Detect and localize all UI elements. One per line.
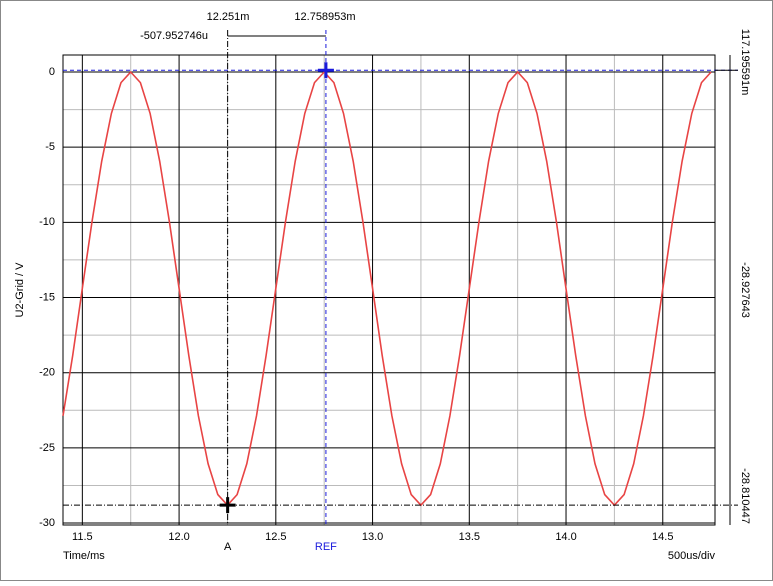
y-tick-label: -30 xyxy=(39,517,55,529)
x-tick-label: 12.0 xyxy=(168,531,189,543)
delta-x-readout: -507.952746u xyxy=(140,30,208,42)
cursor-a-readout: 12.251m xyxy=(207,11,250,23)
plot-area xyxy=(63,55,715,525)
x-tick-label: 11.5 xyxy=(72,531,93,543)
x-axis-label: Time/ms xyxy=(63,550,105,562)
cursor-label: REF xyxy=(315,541,337,553)
cursor-marker xyxy=(317,62,334,79)
x-tick-label: 14.0 xyxy=(555,531,576,543)
y-tick-label: -10 xyxy=(39,216,55,228)
x-tick-label: 13.5 xyxy=(459,531,480,543)
y-tick-label: -15 xyxy=(39,291,55,303)
ref-y-readout: 117.195591m xyxy=(739,29,751,95)
x-tick-label: 12.5 xyxy=(265,531,286,543)
y-tick-label: -25 xyxy=(39,442,55,454)
plot-border xyxy=(62,54,716,526)
y-tick-label: 0 xyxy=(49,66,55,78)
scale-label: 500us/div xyxy=(668,550,716,562)
x-tick-label: 14.5 xyxy=(652,531,673,543)
y-tick-label: -5 xyxy=(45,141,55,153)
y-tick-label: -20 xyxy=(39,367,55,379)
x-tick-label: 13.0 xyxy=(362,531,383,543)
delta-y-readout: -28.927643 xyxy=(739,262,751,318)
cursor-marker xyxy=(219,497,236,514)
cursor-ref-readout: 12.758953m xyxy=(294,11,355,23)
signal-line xyxy=(62,70,712,507)
cursor-a-y-readout: -28.810447 xyxy=(739,468,751,524)
cursor-label: A xyxy=(224,541,232,553)
y-axis-label: U2-Grid / V xyxy=(14,262,26,318)
